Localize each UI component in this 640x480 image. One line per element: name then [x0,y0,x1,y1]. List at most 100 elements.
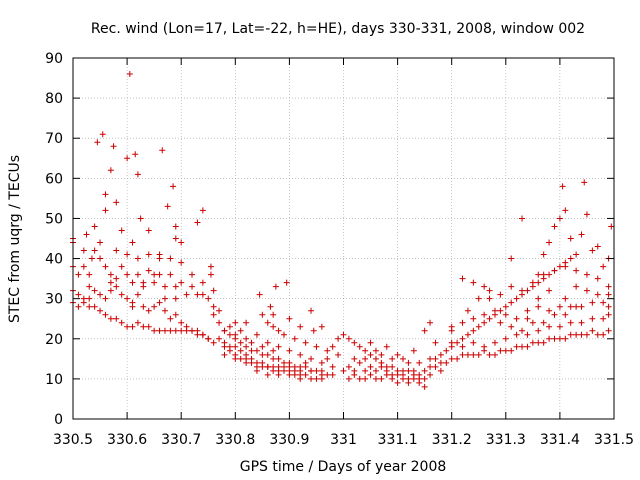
data-point [297,351,304,358]
data-point [161,283,168,290]
data-point [578,231,585,238]
x-tick-label: 331.2 [432,432,472,448]
data-point [134,255,141,262]
data-point [551,223,558,230]
data-point [383,367,390,374]
data-point [567,331,574,338]
data-point [600,315,607,322]
data-point [194,331,201,338]
data-point [159,147,166,154]
data-point [156,327,163,334]
data-point [535,327,542,334]
data-point [524,343,531,350]
data-point [410,347,417,354]
data-point [497,347,504,354]
data-point [164,203,171,210]
data-point [267,303,274,310]
data-point [351,339,358,346]
data-point [102,207,109,214]
data-point [486,351,493,358]
data-point [329,363,336,370]
data-point [221,351,228,358]
data-point [134,291,141,298]
data-point [313,375,320,382]
data-point [167,315,174,322]
data-point [410,375,417,382]
data-point [110,143,117,150]
data-point [324,371,331,378]
data-point [448,355,455,362]
data-point [172,283,179,290]
data-point [594,331,601,338]
data-point [475,295,482,302]
data-point [210,287,217,294]
data-point [134,271,141,278]
data-point [605,327,612,334]
data-point [256,291,263,298]
data-point [308,355,315,362]
data-point [80,247,87,254]
data-point [145,227,152,234]
data-point [581,179,588,186]
data-point [562,295,569,302]
data-point [562,263,569,270]
data-point [367,339,374,346]
data-point [221,327,228,334]
data-point [546,307,553,314]
data-point [264,319,271,326]
data-point [75,271,82,278]
data-point [129,239,136,246]
data-point [102,191,109,198]
data-point [508,299,515,306]
data-point [367,371,374,378]
data-point [226,331,233,338]
data-point [497,319,504,326]
data-point [405,359,412,366]
data-point [416,375,423,382]
data-point [178,239,185,246]
data-point [270,363,277,370]
data-point [459,335,466,342]
y-tick-label: 0 [54,412,63,428]
data-point [275,363,282,370]
data-point [113,247,120,254]
data-point [335,351,342,358]
data-point [264,371,271,378]
data-point [362,375,369,382]
data-point [248,339,255,346]
data-point [308,307,315,314]
data-point [118,291,125,298]
data-point [156,271,163,278]
data-point [491,351,498,358]
data-point [372,347,379,354]
data-point [589,247,596,254]
data-point [221,339,228,346]
data-point [237,339,244,346]
data-point [437,359,444,366]
data-point [497,307,504,314]
data-point [356,343,363,350]
data-point [253,331,260,338]
data-point [378,351,385,358]
data-point [475,351,482,358]
data-point [559,183,566,190]
data-point [475,323,482,330]
data-point [124,251,131,258]
data-point [394,371,401,378]
data-point [313,343,320,350]
data-point [129,303,136,310]
data-point [573,303,580,310]
data-point [573,283,580,290]
data-point [172,295,179,302]
data-point [194,291,201,298]
data-point [567,319,574,326]
data-point [535,303,542,310]
data-point [600,331,607,338]
data-point [140,283,147,290]
data-point [253,367,260,374]
x-tick-label: 330.9 [269,432,309,448]
data-point [161,295,168,302]
data-point [378,375,385,382]
data-point [194,219,201,226]
data-point [172,223,179,230]
